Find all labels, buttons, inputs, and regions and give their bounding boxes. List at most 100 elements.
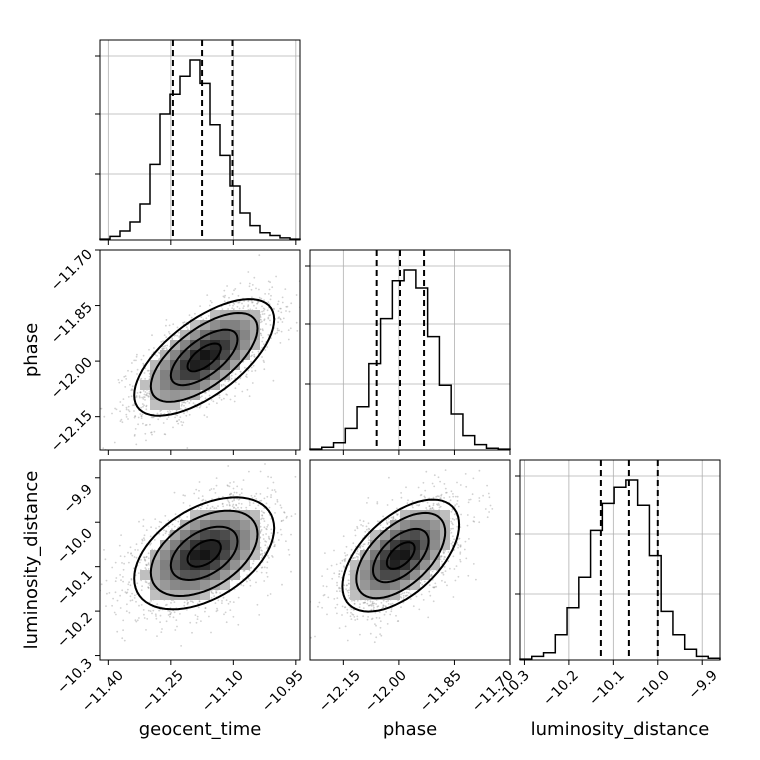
scatter-point [177,520,180,523]
scatter-point [255,581,257,584]
scatter-point [119,555,122,557]
scatter-point [280,311,283,314]
scatter-point [250,355,253,358]
scatter-point [242,570,245,572]
scatter-point [248,395,251,398]
scatter-point [121,421,124,424]
scatter-point [141,539,144,542]
scatter-point [144,391,147,393]
scatter-point [233,400,236,403]
scatter-point [265,502,268,505]
scatter-point [189,600,192,603]
scatter-point [164,532,167,535]
density-cell [200,340,210,350]
scatter-point [274,543,276,546]
density-cell [180,360,190,370]
density-cell [180,350,190,360]
scatter-point [262,538,265,540]
density-cell [150,390,160,400]
scatter-point [266,561,269,564]
scatter-point [229,493,231,496]
scatter-point [100,583,103,586]
scatter-point [150,431,152,434]
hist-panel-geocent_time [95,39,301,245]
scatter-point [248,504,251,507]
scatter-point [156,603,159,605]
scatter-point [208,489,211,492]
scatter-point [157,418,160,421]
scatter-point [159,614,162,617]
scatter-point [232,601,235,603]
scatter-point [130,553,132,555]
density-cell [230,310,240,320]
scatter-point [223,289,226,292]
scatter-point [258,288,260,291]
scatter-point [102,447,105,450]
scatter-point [176,326,179,329]
scatter-point [137,572,140,574]
scatter-point [131,404,134,407]
scatter-point [268,288,271,291]
scatter-point [276,329,279,332]
scatter-point [270,294,272,297]
scatter-point [177,422,180,425]
scatter-point [147,557,150,560]
scatter-point [142,525,145,527]
scatter-point [182,421,185,424]
scatter-point [150,431,153,434]
scatter-point [131,389,134,391]
scatter-point [257,350,260,353]
scatter-point [272,541,275,544]
scatter-point [253,304,255,307]
scatter-point [174,416,177,419]
scatter-point [206,294,209,296]
scatter-point [198,481,201,483]
scatter-point [105,605,107,607]
scatter-point [148,348,150,351]
scatter-point [241,302,243,305]
scatter-point [151,433,153,436]
scatter-point [221,600,223,602]
scatter-point [130,578,133,581]
scatter-point [171,337,174,340]
scatter-point [268,314,270,317]
scatter-point [238,300,241,303]
scatter-point [130,370,133,373]
scatter-point [246,388,249,391]
scatter-point [149,423,151,426]
scatter-point [172,323,175,326]
contour-1 [169,328,239,387]
scatter-point [231,293,234,295]
scatter-point [218,496,220,499]
scatter-point [142,405,144,408]
scatter-point [122,619,125,622]
scatter-point [252,502,255,504]
scatter-point [285,305,288,308]
scatter-point [145,581,148,584]
scatter-point [186,516,189,518]
scatter-point [134,415,137,418]
scatter-point [225,393,228,396]
scatter-point [125,378,128,380]
scatter-point [133,416,136,419]
scatter-point [146,392,149,395]
density-cell [190,320,200,330]
scatter-point [128,581,131,584]
scatter-point [234,373,237,376]
scatter-point [138,617,140,619]
scatter-point [204,397,207,400]
scatter-point [266,594,269,597]
scatter-point [262,359,265,362]
scatter-point [228,501,231,504]
scatter-point [269,319,271,322]
scatter-point [265,323,267,325]
scatter-point [277,539,280,541]
scatter-point [130,389,133,392]
scatter-point [148,390,151,393]
scatter-point [111,412,113,415]
scatter-point [181,403,183,406]
scatter-point [273,307,275,310]
scatter-point [238,383,240,385]
scatter-point [125,408,128,411]
scatter-point [147,582,150,585]
